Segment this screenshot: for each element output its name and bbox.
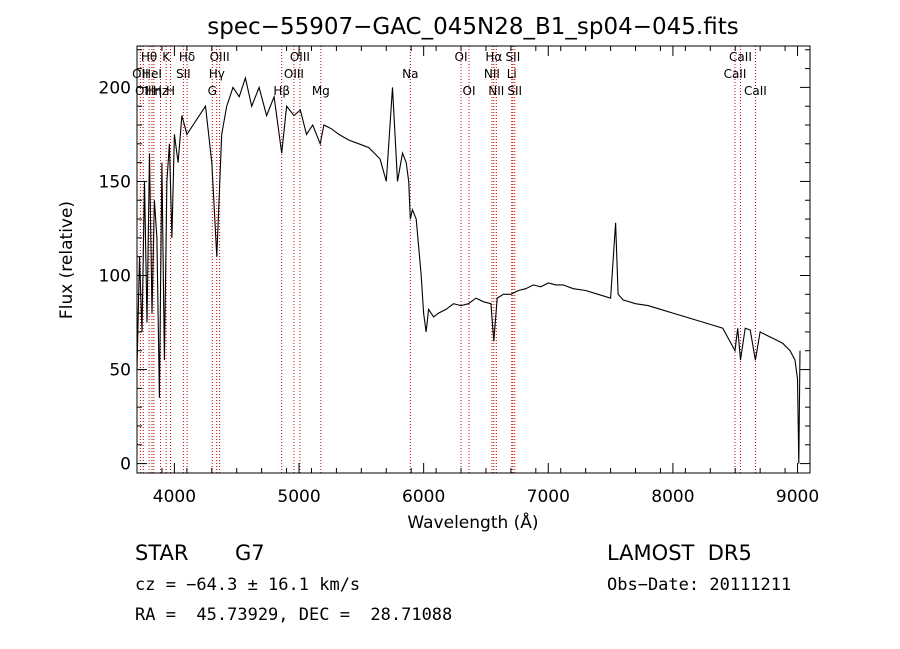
chart-title: spec−55907−GAC_045N28_B1_sp04−045.fits — [207, 14, 738, 40]
line-marker-label: SII — [176, 67, 191, 81]
emission-line-labels: OIIOIIHθHeIHηHzKHSIIHδGHγOIIIHβOIIIOIIIM… — [132, 50, 767, 98]
line-marker-label: HeI — [142, 67, 162, 81]
x-tick-label: 5000 — [277, 487, 320, 507]
sky-coordinates: RA = 45.73929, DEC = 28.71088 — [135, 605, 452, 625]
line-marker-label: Hδ — [179, 50, 195, 64]
y-tick-label: 150 — [99, 172, 131, 192]
x-tick-label: 9000 — [776, 487, 819, 507]
y-tick-label: 100 — [99, 266, 131, 286]
line-marker-label: CaII — [724, 67, 747, 81]
line-marker-label: OIII — [210, 50, 230, 64]
line-marker-label: NII — [484, 67, 500, 81]
y-tick-label: 200 — [99, 78, 131, 98]
object-class: STAR — [135, 541, 188, 565]
line-marker-label: K — [162, 50, 171, 64]
line-marker-label: Hθ — [141, 50, 157, 64]
redshift-velocity: cz = −64.3 ± 16.1 km/s — [135, 575, 360, 595]
line-marker-label: Mg — [312, 84, 330, 98]
observation-date: Obs−Date: 20111211 — [607, 575, 791, 595]
line-marker-label: CaII — [729, 50, 752, 64]
y-tick-label: 50 — [109, 361, 131, 381]
x-axis-ticks: 4000 5000 6000 7000 8000 9000 — [136, 46, 819, 507]
line-marker-label: Hα — [485, 50, 502, 64]
line-marker-label: H — [166, 84, 175, 98]
line-marker-label: Na — [402, 67, 418, 81]
object-subclass: G7 — [235, 541, 265, 565]
line-marker-label: OII — [132, 67, 149, 81]
x-tick-label: 7000 — [527, 487, 570, 507]
line-marker-label: Hη — [146, 84, 163, 98]
spectrum-line — [136, 75, 801, 464]
survey-release: LAMOST DR5 — [607, 541, 752, 565]
line-marker-label: OIII — [284, 67, 304, 81]
y-axis-ticks: 0 50 100 150 200 — [99, 49, 810, 475]
y-axis-label: Flux (relative) — [57, 201, 77, 319]
emission-line-markers — [139, 46, 756, 473]
line-marker-label: Hγ — [209, 67, 225, 81]
line-marker-label: Hz — [153, 84, 168, 98]
line-marker-label: NII — [488, 84, 504, 98]
y-tick-label: 0 — [120, 455, 131, 475]
line-marker-label: SII — [506, 50, 521, 64]
x-tick-label: 6000 — [402, 487, 445, 507]
x-tick-label: 8000 — [651, 487, 694, 507]
line-marker-label: SII — [507, 84, 522, 98]
line-marker-label: OIII — [290, 50, 310, 64]
line-marker-label: OI — [463, 84, 476, 98]
line-marker-label: OI — [455, 50, 468, 64]
line-marker-label: Hβ — [273, 84, 290, 98]
line-marker-label: G — [208, 84, 217, 98]
x-tick-label: 4000 — [153, 487, 196, 507]
line-marker-label: Li — [507, 67, 517, 81]
x-axis-label: Wavelength (Å) — [407, 511, 538, 533]
plot-frame — [136, 45, 811, 474]
line-marker-label: CaII — [744, 84, 767, 98]
